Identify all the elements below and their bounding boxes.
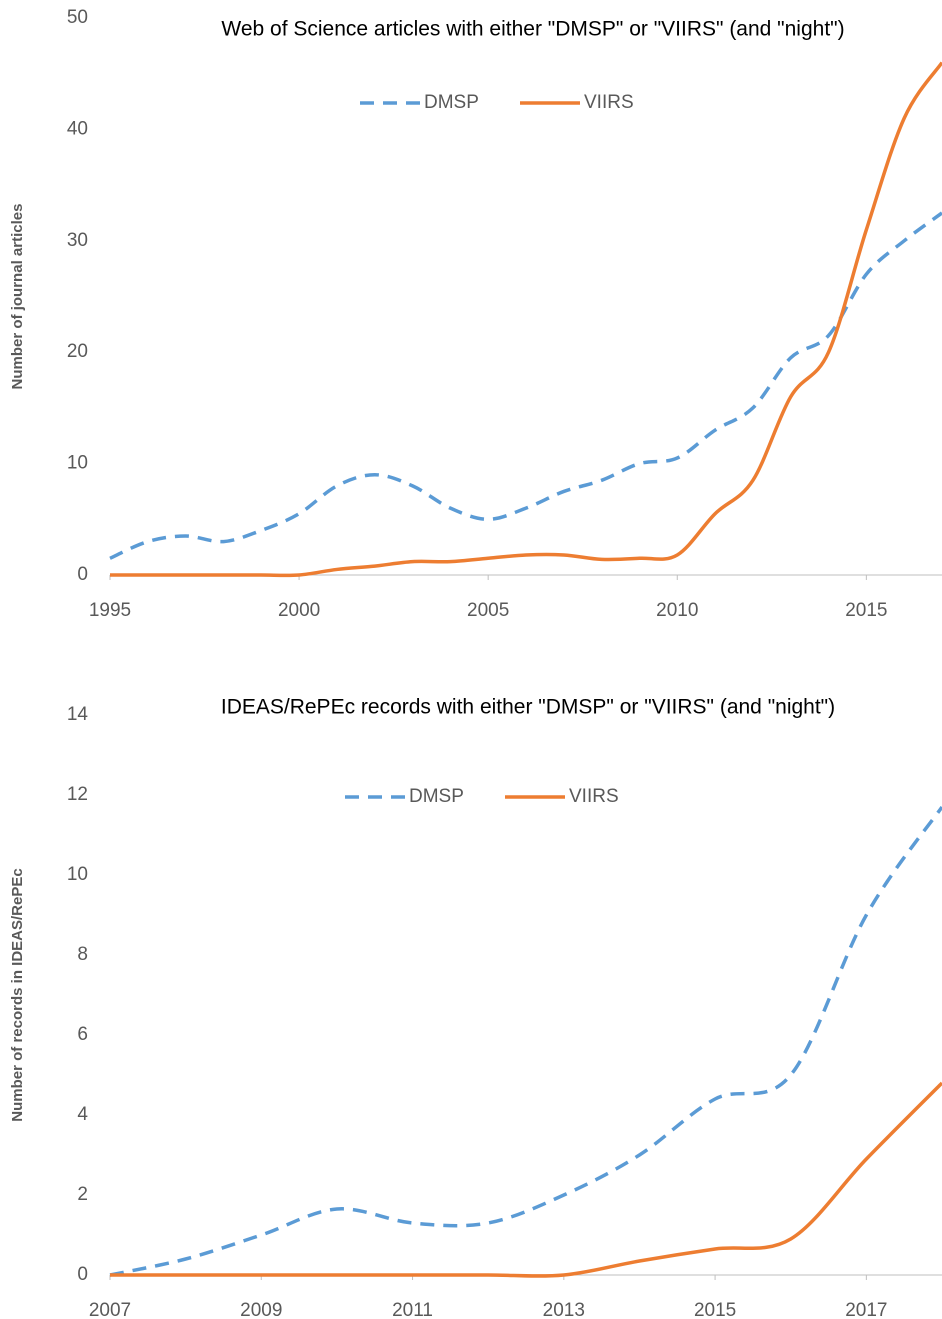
legend-label: VIIRS [584, 92, 634, 113]
y-tick-label: 40 [67, 118, 88, 139]
y-axis-label: Number of records in IDEAS/RePEc [9, 868, 26, 1121]
x-tick-label: 2007 [89, 1300, 131, 1319]
y-tick-label: 14 [67, 704, 89, 725]
x-tick-label: 1995 [89, 600, 131, 621]
y-tick-label: 20 [67, 341, 88, 362]
y-tick-label: 30 [67, 230, 88, 251]
x-tick-label: 2015 [845, 600, 887, 621]
y-tick-label: 4 [77, 1104, 88, 1125]
legend-label: DMSP [424, 92, 479, 113]
legend-label: VIIRS [569, 786, 619, 807]
y-axis-label: Number of journal articles [9, 204, 26, 390]
line-series [109, 805, 942, 1277]
line-series [109, 211, 942, 560]
chart-title: IDEAS/RePEc records with either "DMSP" o… [221, 696, 835, 719]
y-tick-label: 0 [77, 564, 88, 585]
y-tick-label: 10 [67, 453, 88, 474]
y-tick-label: 8 [77, 944, 88, 965]
x-tick-label: 2005 [467, 600, 509, 621]
y-tick-label: 50 [67, 7, 88, 28]
line-series [110, 1081, 942, 1278]
y-tick-label: 12 [67, 784, 88, 805]
x-tick-label: 2000 [278, 600, 320, 621]
x-tick-label: 2015 [694, 1300, 736, 1319]
chart-title: Web of Science articles with either "DMS… [221, 18, 844, 41]
x-tick-label: 2009 [240, 1300, 282, 1319]
x-tick-label: 2011 [392, 1300, 433, 1319]
legend-label: DMSP [409, 786, 464, 807]
line-series [110, 61, 942, 578]
y-tick-label: 2 [77, 1184, 88, 1205]
x-tick-label: 2017 [845, 1300, 887, 1319]
y-tick-label: 0 [77, 1264, 88, 1285]
x-tick-label: 2013 [543, 1300, 585, 1319]
y-tick-label: 10 [67, 864, 88, 885]
x-tick-label: 2010 [656, 600, 698, 621]
y-tick-label: 6 [77, 1024, 88, 1045]
